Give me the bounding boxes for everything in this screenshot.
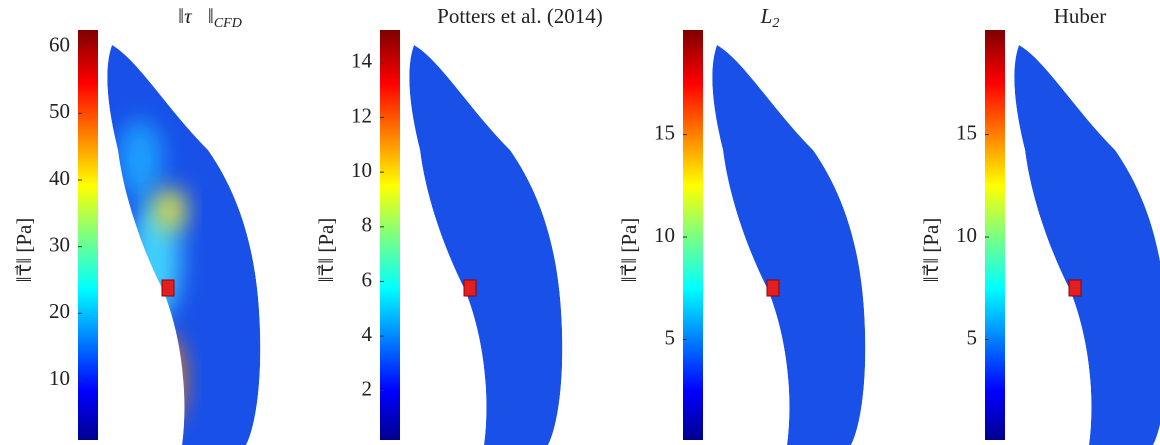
vessel [409, 45, 768, 445]
hot-spot [740, 355, 768, 405]
title-text: Potters et al. (2014) [437, 4, 603, 28]
y-tick-label: 10 [956, 223, 977, 247]
y-tick-label: 10 [351, 158, 372, 182]
y-tick-label: 60 [49, 32, 70, 56]
vessel-base [409, 45, 563, 445]
y-tick-label: 40 [49, 166, 70, 190]
colorbar [985, 30, 1005, 440]
marker-box [766, 279, 780, 297]
hot-spot [118, 120, 162, 200]
y-tick-label: 4 [362, 322, 373, 346]
vessel [1014, 45, 1160, 445]
title-text: Huber [1054, 4, 1106, 28]
marker-box [1068, 279, 1082, 297]
y-axis-label: ‖τ⃗‖ [Pa] [314, 218, 338, 283]
y-tick-label: 20 [49, 299, 70, 323]
vessel-base [1014, 45, 1160, 445]
y-axis-label: ‖τ⃗‖ [Pa] [919, 218, 943, 283]
title-text: L [760, 4, 773, 28]
colorbar [78, 30, 98, 440]
y-tick-label: 5 [665, 325, 676, 349]
y-tick-label: 5 [967, 325, 978, 349]
y-tick-label: 8 [362, 213, 373, 237]
title-subscript: CFD [214, 16, 242, 31]
vessel [712, 45, 866, 445]
panel-title: Potters et al. (2014) [437, 4, 603, 28]
y-tick-label: 12 [351, 103, 372, 127]
colorbar [380, 30, 400, 440]
y-axis-label: ‖τ⃗‖ [Pa] [12, 218, 36, 283]
hot-spot [148, 375, 172, 425]
panel-title: L2 [760, 4, 780, 31]
y-tick-label: 10 [49, 366, 70, 390]
marker-box [463, 279, 477, 297]
y-tick-label: 15 [956, 120, 977, 144]
hot-spot [147, 335, 183, 425]
title-text: ‖τ⃗‖ [178, 4, 214, 28]
vessel-base [107, 45, 261, 445]
vessel [107, 45, 261, 445]
y-tick-label: 30 [49, 232, 70, 256]
hot-spot [154, 188, 186, 232]
colorbar [683, 30, 703, 440]
marker-box [161, 279, 175, 297]
panel-title: ‖τ⃗‖CFD [178, 4, 242, 31]
y-tick-label: 6 [362, 267, 373, 291]
y-tick-label: 14 [351, 49, 373, 73]
y-tick-label: 2 [362, 377, 373, 401]
title-subscript: 2 [772, 16, 779, 31]
y-axis-label: ‖τ⃗‖ [Pa] [617, 218, 641, 283]
panel-title: Huber [1054, 4, 1106, 28]
vessel-base [712, 45, 866, 445]
y-tick-label: 10 [654, 223, 675, 247]
y-tick-label: 15 [654, 120, 675, 144]
y-tick-label: 50 [49, 99, 70, 123]
